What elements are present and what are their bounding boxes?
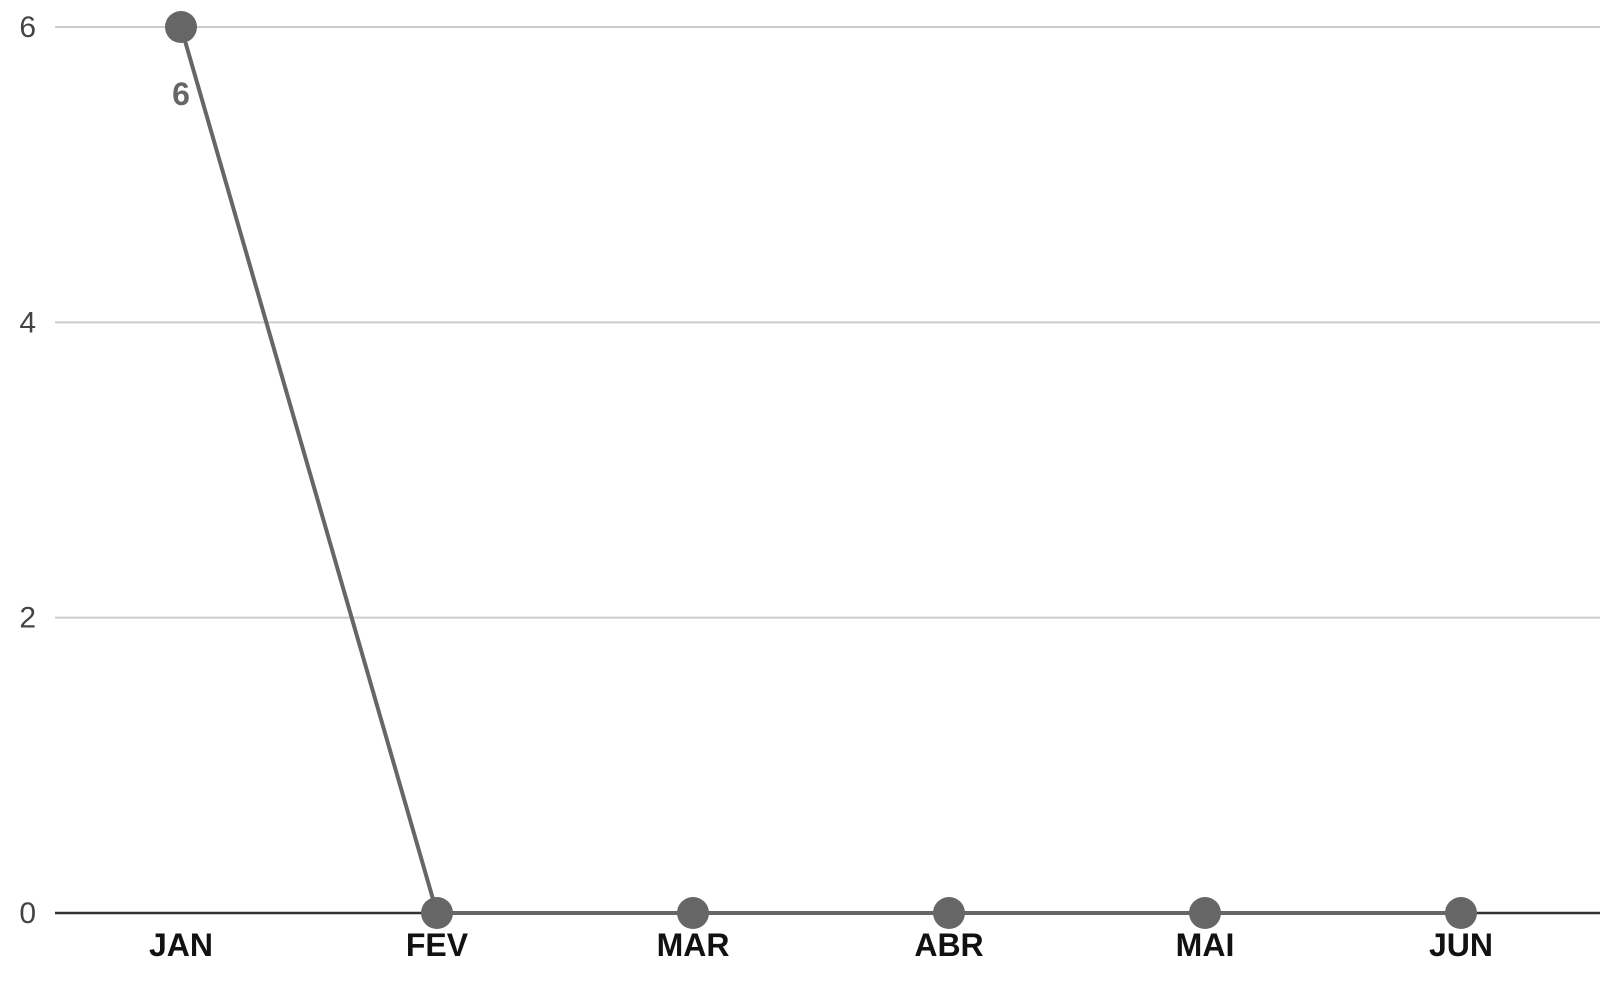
- x-tick-label: MAR: [657, 927, 730, 963]
- x-tick-label: JAN: [149, 927, 213, 963]
- series: [165, 11, 1477, 929]
- grid-lines: [55, 26, 1600, 915]
- series-line: [179, 26, 1461, 915]
- data-point[interactable]: [1189, 897, 1221, 929]
- data-point[interactable]: [165, 11, 197, 43]
- x-tick-label: ABR: [914, 927, 983, 963]
- data-point[interactable]: [1445, 897, 1477, 929]
- data-point[interactable]: [933, 897, 965, 929]
- data-point[interactable]: [677, 897, 709, 929]
- x-tick-label: JUN: [1429, 927, 1493, 963]
- data-label: 6: [172, 76, 190, 112]
- data-point[interactable]: [421, 897, 453, 929]
- x-tick-label: MAI: [1176, 927, 1235, 963]
- y-tick-label: 2: [19, 602, 36, 635]
- y-tick-label: 0: [19, 897, 36, 930]
- x-axis-ticks: JAN FEV MAR ABR MAI JUN: [149, 927, 1493, 963]
- y-axis-ticks: 0 2 4 6: [19, 11, 36, 930]
- y-tick-label: 4: [19, 306, 36, 339]
- y-tick-label: 6: [19, 11, 36, 44]
- x-tick-label: FEV: [406, 927, 469, 963]
- data-labels: 6: [172, 76, 190, 112]
